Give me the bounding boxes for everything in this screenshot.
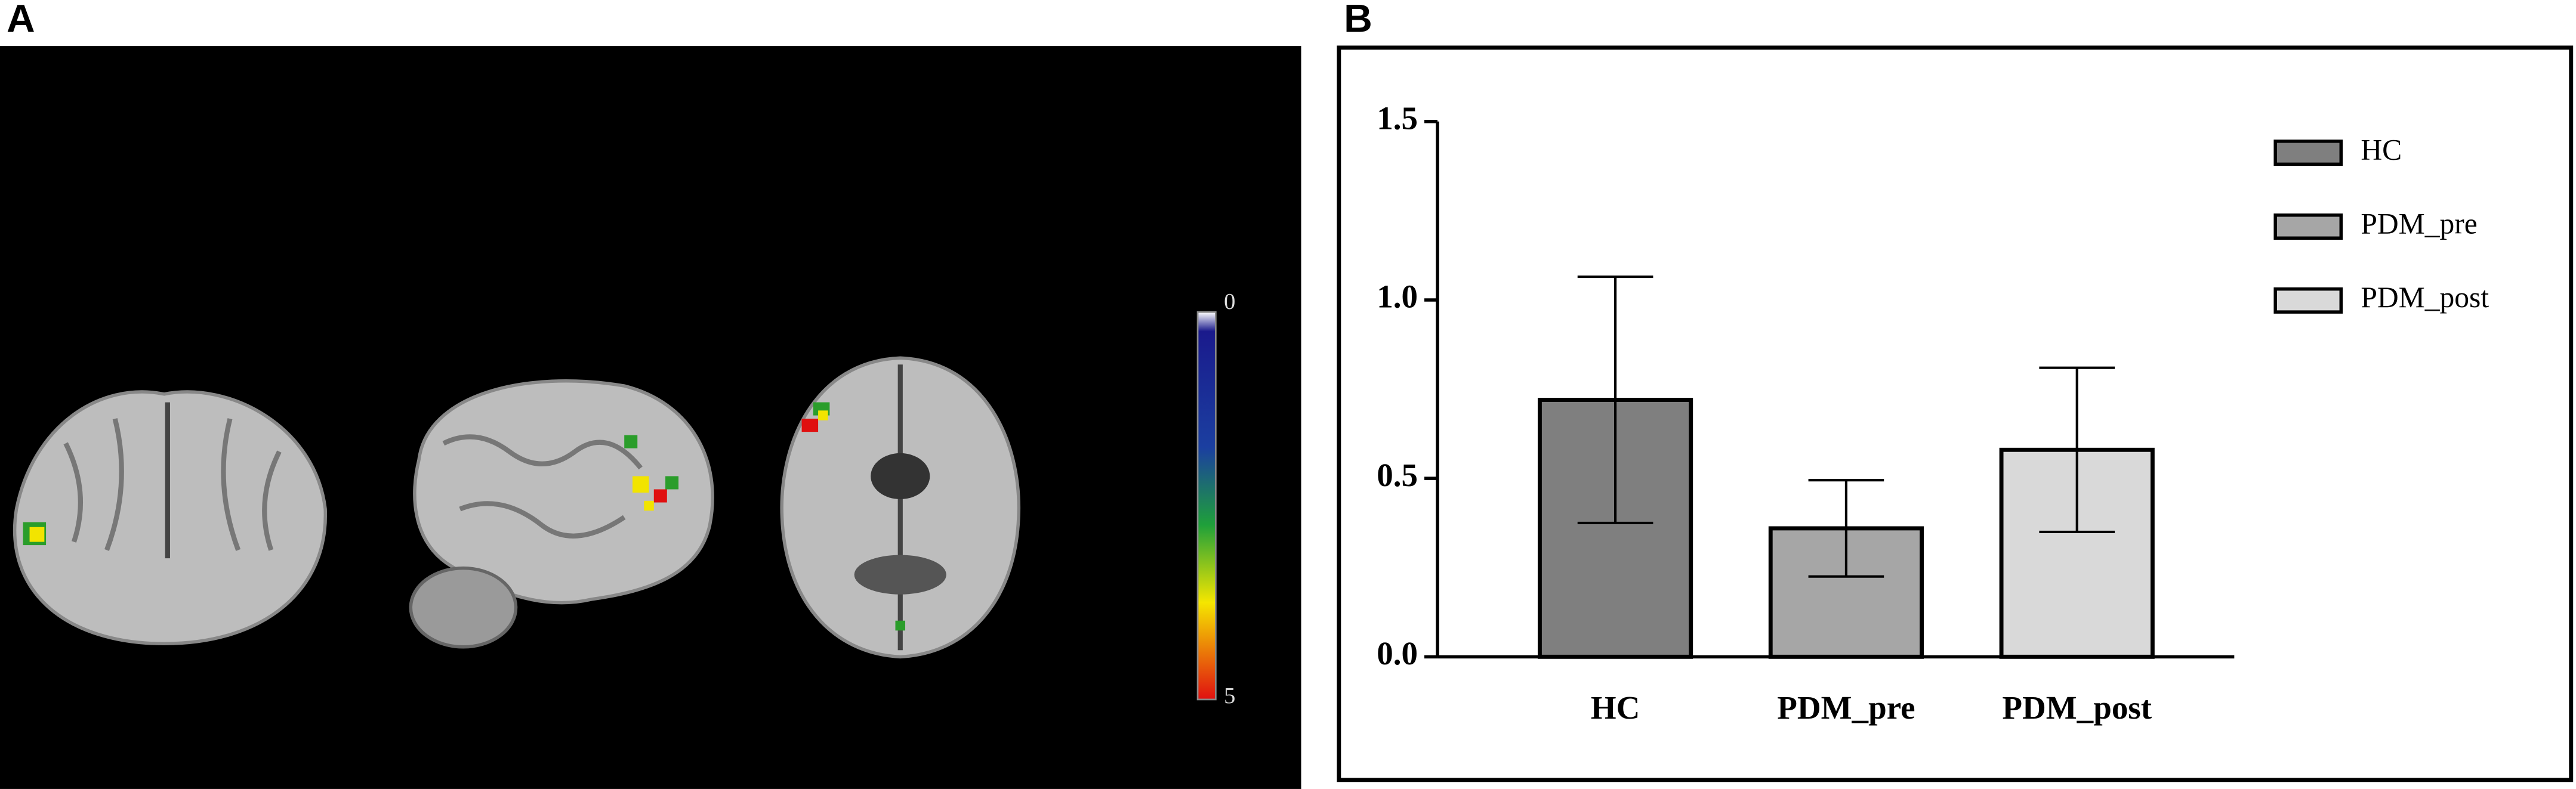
y-tick-label: 0.5 [1377, 457, 1418, 493]
axial-slice [780, 356, 1021, 659]
x-tick-label: PDM_pre [1777, 689, 1915, 726]
y-tick-label: 1.5 [1377, 100, 1418, 136]
colorbar-label: 5 [1224, 683, 1235, 708]
sagittal-slice [409, 379, 714, 649]
legend-label: PDM_post [2361, 281, 2489, 314]
legend-swatch [2273, 213, 2343, 240]
colorbar-ticks: 05 [1224, 289, 1235, 708]
x-tick-label: HC [1591, 689, 1640, 726]
legend-label: PDM_pre [2361, 207, 2477, 240]
panel-label: A [7, 0, 35, 41]
chart: 0.0 0.5 1.0 1.5 HC HC PDM_pre PDM_pre PDM_post PD… [1377, 100, 2489, 725]
legend-swatch [2273, 140, 2343, 166]
x-tick-label: PDM_post [2002, 689, 2152, 726]
legend-label: HC [2361, 133, 2402, 166]
coronal-slice [13, 390, 327, 646]
y-tick-label: 1.0 [1377, 279, 1418, 315]
y-tick-label: 0.0 [1377, 635, 1418, 672]
colorbar [1196, 311, 1217, 701]
colorbar-label: 0 [1224, 289, 1235, 314]
panel-label: B [1344, 0, 1372, 41]
legend-swatch [2273, 287, 2343, 314]
